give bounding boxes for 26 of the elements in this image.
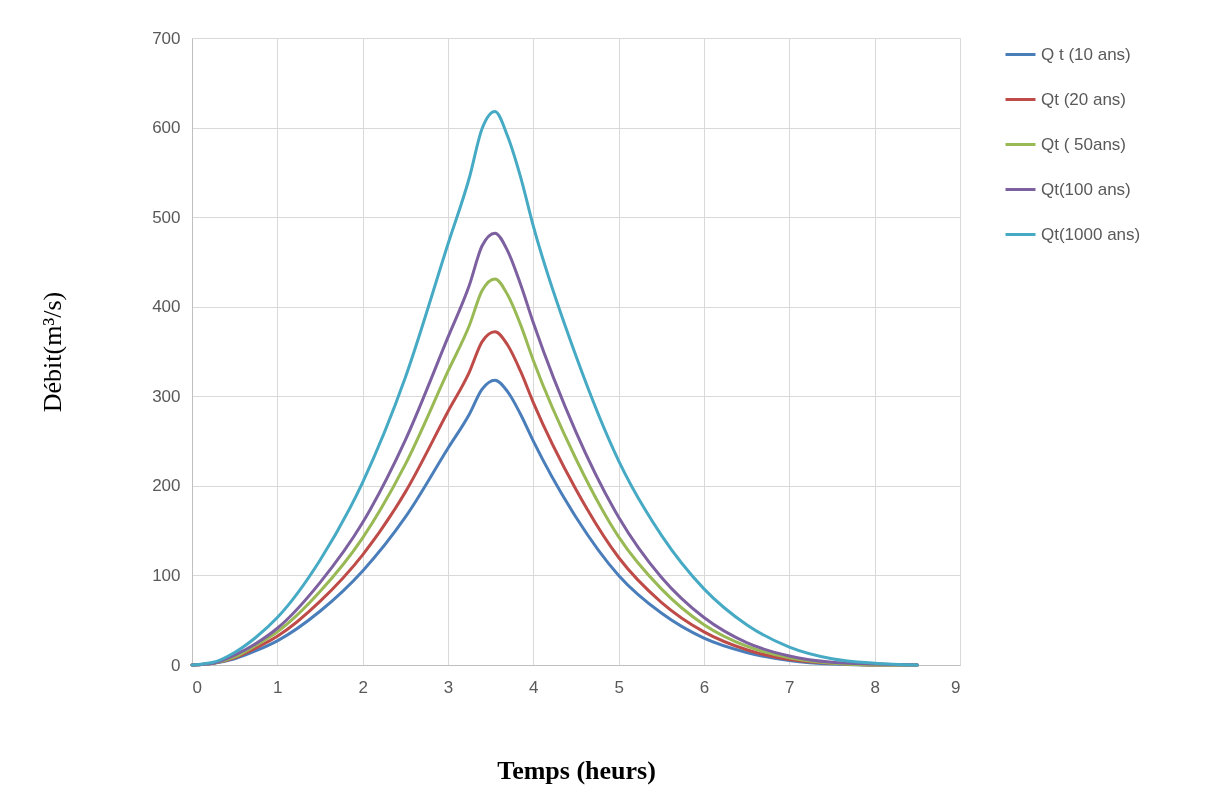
- legend-label: Q t (10 ans): [1041, 44, 1131, 64]
- y-axis-title: Débit(m³/s): [38, 291, 68, 413]
- x-tick-label: 6: [699, 677, 710, 697]
- legend-label: Qt(1000 ans): [1041, 224, 1141, 244]
- x-tick-label: 1: [273, 677, 283, 697]
- y-tick-label: 600: [152, 118, 181, 138]
- legend-label: Qt (20 ans): [1041, 89, 1127, 109]
- y-tick-label: 700: [152, 28, 181, 48]
- y-tick-label: 0: [171, 655, 181, 675]
- x-tick-label: 2: [358, 677, 368, 697]
- legend-label: Qt ( 50ans): [1041, 134, 1127, 154]
- y-tick-label: 400: [152, 297, 181, 317]
- y-tick-label: 200: [152, 476, 181, 496]
- y-tick-label: 300: [152, 386, 181, 406]
- line-series: [190, 109, 919, 667]
- x-tick-label: 9: [951, 677, 961, 697]
- x-tick-label: 3: [443, 677, 454, 697]
- legend-label: Qt(100 ans): [1041, 179, 1131, 199]
- y-tick-label: 500: [152, 207, 181, 227]
- x-tick-label: 0: [192, 677, 202, 697]
- x-tick-label: 7: [785, 677, 795, 697]
- x-tick-label: 4: [529, 677, 539, 697]
- x-tick-label: 8: [870, 677, 880, 697]
- x-tick-label: 5: [614, 677, 624, 697]
- y-tick-label: 100: [152, 565, 181, 585]
- x-axis-title: Temps (heurs): [497, 755, 656, 785]
